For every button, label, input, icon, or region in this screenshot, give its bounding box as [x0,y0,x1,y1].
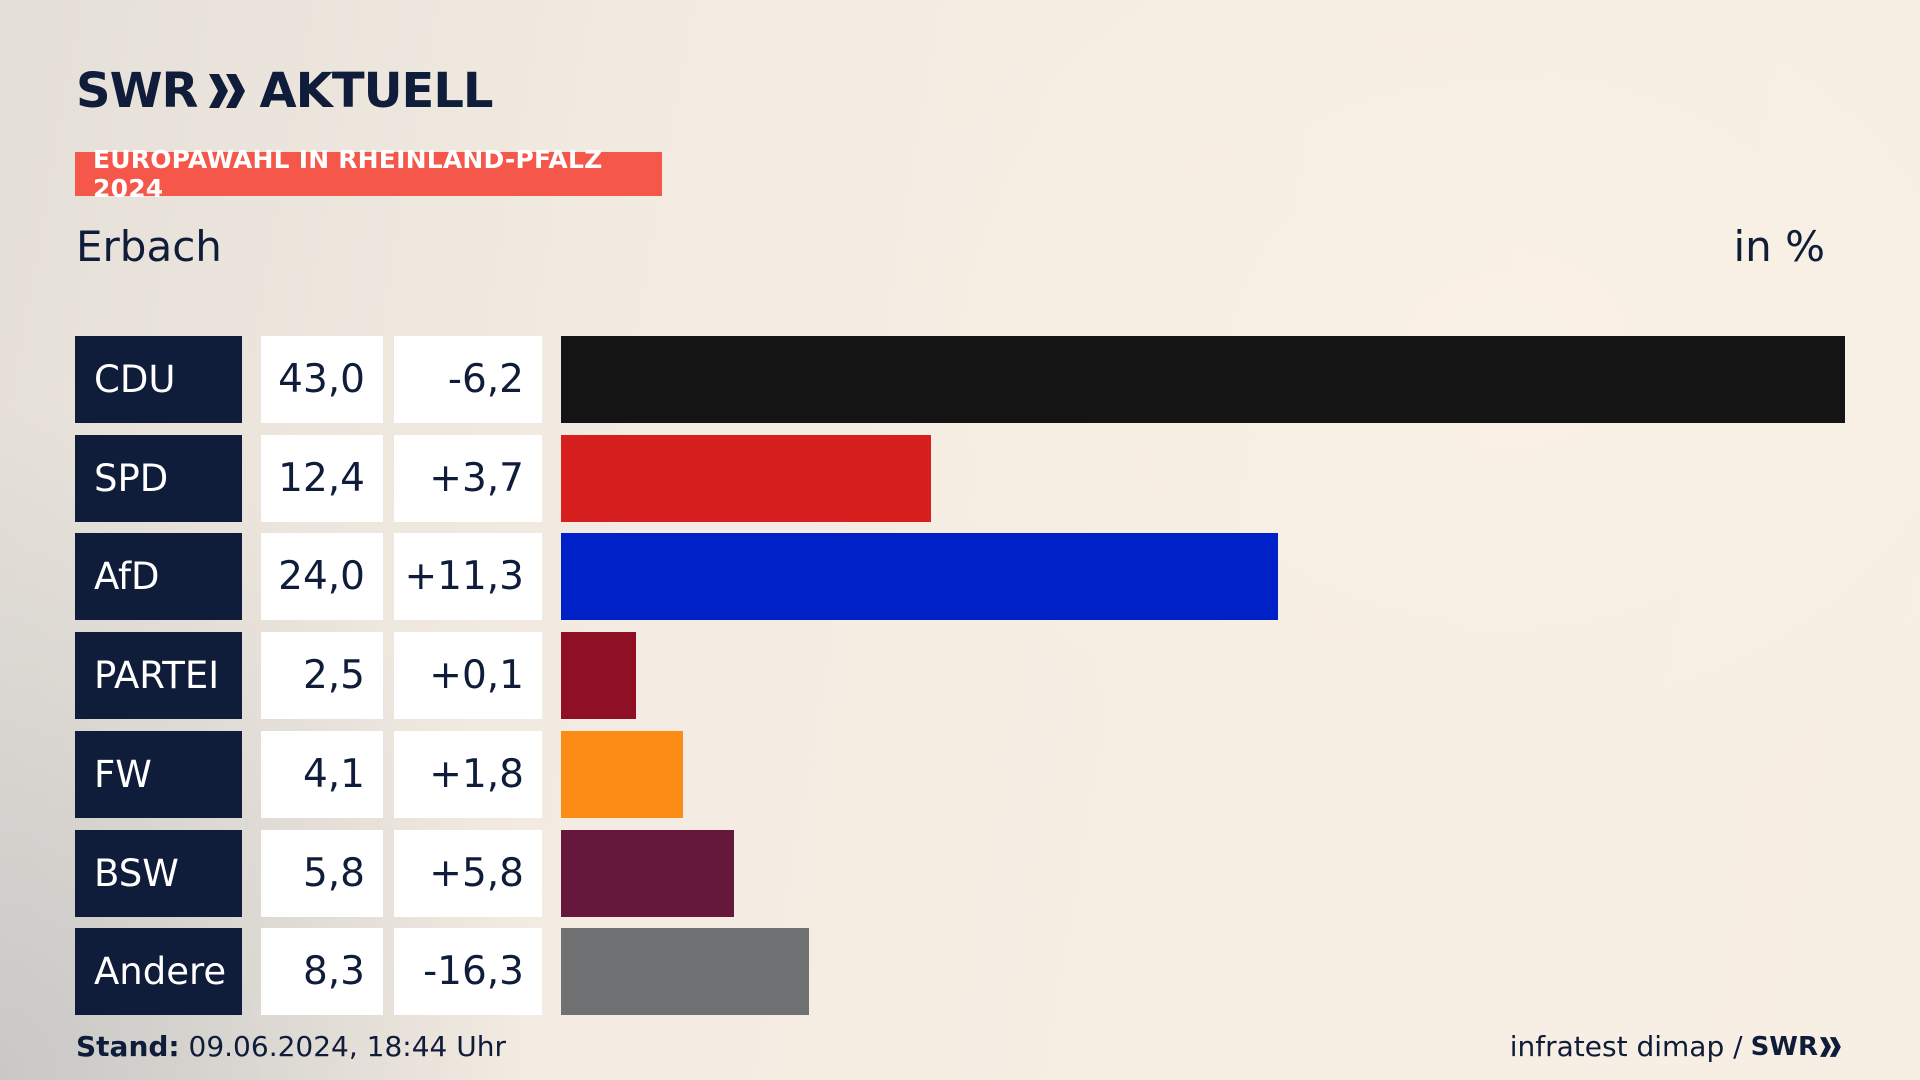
source-text: infratest dimap / [1509,1030,1743,1063]
unit-label: in % [1733,222,1825,271]
result-bar [561,829,735,917]
vote-share: 5,8 [261,829,383,917]
vote-change: +3,7 [394,434,542,522]
stand-label: Stand: [76,1030,180,1063]
party-label: CDU [75,336,242,423]
region-title: Erbach [76,222,222,271]
result-bar [561,533,1278,621]
vote-change: +0,1 [394,632,542,720]
result-bar [561,336,1845,423]
double-chevron-icon [209,74,247,108]
vote-share: 12,4 [261,434,383,522]
party-label: FW [75,730,242,818]
party-label: SPD [75,434,242,522]
party-label: BSW [75,829,242,917]
swr-small-logo-text: SWR [1750,1031,1818,1062]
source-credit: infratest dimap / SWR [1510,1030,1842,1063]
vote-change: -16,3 [394,928,542,1016]
vote-share: 24,0 [261,533,383,621]
vote-change: -6,2 [394,336,542,423]
result-bar [561,928,809,1016]
party-label: PARTEI [75,632,242,720]
result-bar [561,632,636,720]
swr-small-logo: SWR [1751,1032,1842,1062]
party-label: Andere [75,928,242,1016]
vote-share: 8,3 [261,928,383,1016]
vote-change: +1,8 [394,730,542,818]
logo-suffix: AKTUELL [259,63,493,119]
vote-share: 4,1 [261,730,383,818]
election-badge: EUROPAWAHL IN RHEINLAND-PFALZ 2024 [75,145,662,203]
result-bar [561,434,932,522]
party-label: AfD [75,533,242,621]
result-bar [561,730,684,818]
vote-change: +5,8 [394,829,542,917]
vote-share: 2,5 [261,632,383,720]
logo-text: SWR [76,63,198,119]
small-chevron-icon [1820,1036,1841,1057]
vote-share: 43,0 [261,336,383,423]
timestamp: Stand: 09.06.2024, 18:44 Uhr [76,1030,506,1063]
vote-change: +11,3 [394,533,542,621]
stand-value: 09.06.2024, 18:44 Uhr [188,1030,506,1063]
swr-aktuell-logo: SWR AKTUELL [76,63,494,119]
